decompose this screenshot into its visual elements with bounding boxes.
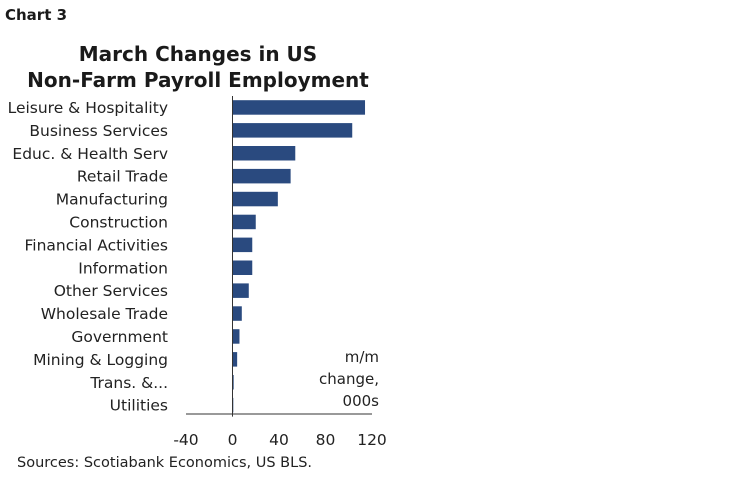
category-label: Trans. &... — [89, 374, 168, 392]
category-label: Retail Trade — [77, 168, 168, 186]
bar — [232, 260, 253, 275]
category-label: Manufacturing — [56, 191, 168, 209]
chart-title-line-1: March Changes in US — [78, 42, 318, 66]
chart-number-label: Chart 3 — [5, 6, 68, 24]
bar — [232, 237, 253, 253]
category-label: Business Services — [29, 122, 168, 140]
category-label: Construction — [69, 213, 168, 231]
bar — [232, 146, 296, 161]
bar — [232, 214, 256, 230]
category-label: Other Services — [54, 282, 168, 300]
category-label: Utilities — [110, 397, 168, 415]
bar — [232, 191, 278, 207]
x-tick-label: 80 — [316, 431, 336, 449]
category-label: Mining & Logging — [33, 351, 168, 369]
unit-note: change, — [319, 370, 379, 388]
bar — [232, 329, 240, 344]
chart-title-line-2: Non-Farm Payroll Employment — [27, 68, 369, 92]
bar — [232, 352, 238, 367]
bar — [232, 100, 366, 115]
bar — [232, 283, 249, 298]
category-label: Information — [78, 259, 168, 277]
category-label: Leisure & Hospitality — [8, 99, 168, 117]
unit-note: 000s — [343, 392, 380, 410]
source-note: Sources: Scotiabank Economics, US BLS. — [17, 455, 313, 471]
category-label: Educ. & Health Serv — [12, 145, 168, 163]
x-tick-label: 40 — [269, 431, 289, 449]
x-tick-label: -40 — [173, 431, 198, 449]
category-label: Wholesale Trade — [41, 305, 168, 323]
x-tick-label: 0 — [228, 431, 238, 449]
category-label: Government — [71, 328, 168, 346]
bar — [232, 306, 242, 321]
bar — [232, 123, 353, 138]
unit-note: m/m — [345, 348, 379, 366]
x-tick-label: 120 — [357, 431, 387, 449]
category-label: Financial Activities — [24, 236, 168, 254]
bar — [232, 168, 291, 184]
bar — [232, 375, 234, 390]
